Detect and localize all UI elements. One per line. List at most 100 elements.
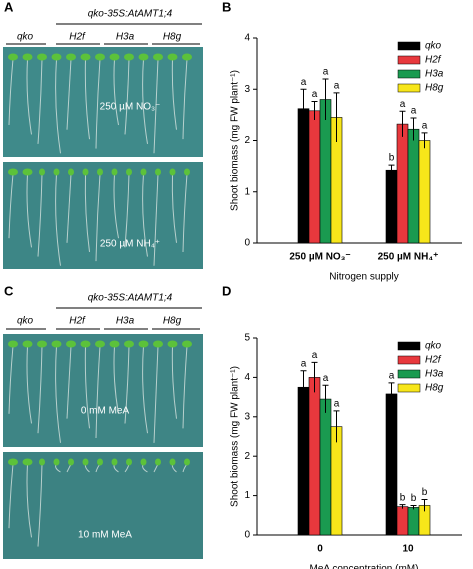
construct-label: qko-35S:AtAMT1;4 xyxy=(88,293,173,304)
root xyxy=(182,345,188,429)
legend-swatch xyxy=(397,355,421,365)
significance-letter: a xyxy=(334,80,340,91)
seedling xyxy=(80,53,91,61)
seedling xyxy=(153,53,163,61)
legend-swatch xyxy=(397,69,421,79)
legend-swatch xyxy=(397,55,421,65)
y-tick-label: 4 xyxy=(244,372,250,383)
error-bar xyxy=(388,382,395,405)
legend-label: H3a xyxy=(425,69,444,80)
y-tick-label: 1 xyxy=(244,186,250,197)
seedling xyxy=(53,168,60,176)
photo xyxy=(3,47,203,157)
line-label: qko xyxy=(17,316,34,327)
root xyxy=(66,58,72,130)
seedling xyxy=(8,458,18,466)
error-bar xyxy=(322,384,329,413)
bar xyxy=(308,377,321,536)
seedling xyxy=(8,168,18,176)
error-bar xyxy=(311,361,318,393)
root xyxy=(95,58,101,149)
error-bar xyxy=(311,101,318,120)
root xyxy=(113,173,119,239)
photo xyxy=(3,162,203,269)
significance-letter: a xyxy=(411,106,417,117)
seedling xyxy=(51,53,62,61)
error-bar xyxy=(421,132,428,149)
seedling xyxy=(37,53,47,61)
root xyxy=(8,345,14,414)
y-tick-label: 3 xyxy=(244,411,250,422)
seedling xyxy=(95,340,105,348)
line-label: H8g xyxy=(163,316,182,327)
seedling xyxy=(66,53,76,61)
seedling xyxy=(95,53,105,61)
root xyxy=(84,345,90,429)
bar xyxy=(330,426,343,536)
root xyxy=(182,173,188,252)
significance-letter: b xyxy=(400,492,406,503)
significance-letter: a xyxy=(400,99,406,110)
x-tick-label: 250 µM NH₄⁺ xyxy=(378,252,439,263)
significance-letter: b xyxy=(389,153,395,164)
legend-label: H3a xyxy=(425,369,444,380)
root xyxy=(66,173,72,243)
error-bar xyxy=(399,110,406,137)
seedling xyxy=(155,458,161,466)
seedling xyxy=(184,168,190,176)
seedling xyxy=(138,53,149,61)
y-tick-label: 2 xyxy=(244,451,250,462)
seedling xyxy=(37,340,47,348)
seedling xyxy=(97,458,103,466)
seedling xyxy=(167,53,178,61)
error-bar xyxy=(300,88,307,129)
significance-letter: b xyxy=(422,487,428,498)
x-tick-label: 0 xyxy=(317,544,323,555)
seedling xyxy=(138,340,149,348)
error-bar xyxy=(322,78,329,120)
root xyxy=(95,345,101,439)
y-axis-label: Shoot biomass (mg FW plant⁻¹) xyxy=(230,366,241,507)
y-tick-label: 2 xyxy=(244,135,250,146)
bar xyxy=(396,506,409,536)
y-tick-label: 3 xyxy=(244,84,250,95)
root xyxy=(26,173,32,248)
bar xyxy=(396,123,409,244)
bar xyxy=(385,169,398,244)
line-label: H8g xyxy=(163,32,182,43)
legend-label: H2f xyxy=(425,55,442,66)
y-tick-label: 5 xyxy=(244,333,250,344)
seedling xyxy=(169,458,176,466)
significance-letter: a xyxy=(312,350,318,361)
seedling xyxy=(111,458,118,466)
significance-letter: a xyxy=(389,371,395,382)
bar xyxy=(319,99,332,244)
legend-swatch xyxy=(397,369,421,379)
panel-letter: B xyxy=(222,0,231,14)
root xyxy=(84,58,90,140)
seedling xyxy=(126,168,132,176)
root xyxy=(37,345,43,434)
construct-label: qko-35S:AtAMT1;4 xyxy=(88,9,173,20)
photo-label: 10 mM MeA xyxy=(78,530,132,541)
root xyxy=(182,58,188,140)
error-bar xyxy=(333,92,340,143)
significance-letter: a xyxy=(323,67,329,78)
root xyxy=(124,345,130,424)
bar xyxy=(297,108,310,244)
root xyxy=(26,58,32,135)
y-tick-label: 0 xyxy=(244,530,250,541)
seedling xyxy=(155,168,161,176)
legend-label: qko xyxy=(425,341,442,352)
seedling xyxy=(109,340,120,348)
y-tick-label: 0 xyxy=(244,238,250,249)
error-bar xyxy=(410,504,417,510)
seedling xyxy=(68,168,74,176)
seedling xyxy=(22,458,33,466)
x-tick-label: 250 µM NO₃⁻ xyxy=(289,252,350,263)
panel-letter: C xyxy=(4,283,14,298)
seedling xyxy=(82,458,89,466)
bar xyxy=(407,128,420,244)
seedling xyxy=(80,340,91,348)
